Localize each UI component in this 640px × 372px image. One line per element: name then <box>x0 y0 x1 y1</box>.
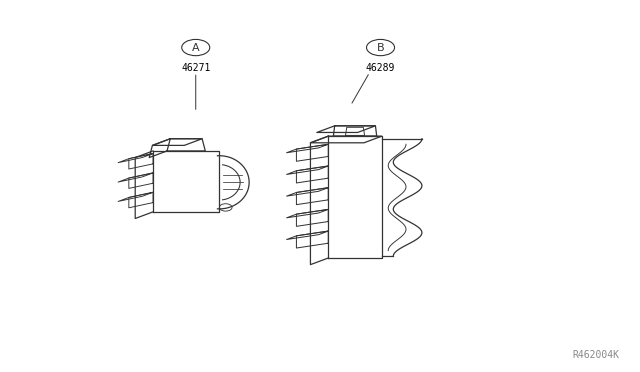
Text: 46271: 46271 <box>181 63 211 73</box>
Text: A: A <box>192 42 200 52</box>
Text: R462004K: R462004K <box>573 350 620 359</box>
Text: B: B <box>377 42 385 52</box>
Text: 46289: 46289 <box>366 63 396 73</box>
